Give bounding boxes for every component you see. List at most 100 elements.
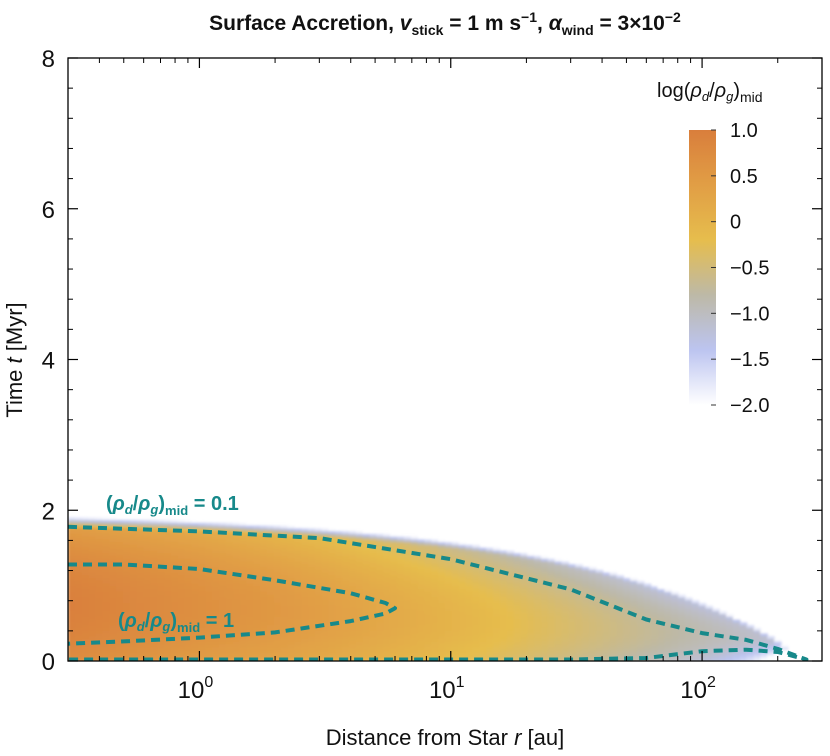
heatmap-cell (170, 578, 179, 582)
heatmap-cell (115, 580, 124, 585)
heatmap-cell (102, 567, 110, 571)
heatmap-cell (739, 625, 748, 629)
heatmap-cell (163, 605, 172, 610)
heatmap-cell (122, 597, 131, 601)
heatmap-cell (698, 616, 707, 621)
heatmap-cell (403, 586, 412, 590)
heatmap-cell (520, 616, 529, 621)
heatmap-cell (211, 649, 220, 654)
heatmap-cell (321, 533, 330, 538)
heatmap-cell (445, 652, 453, 657)
heatmap-cell (177, 544, 186, 549)
heatmap-cell (451, 561, 460, 566)
heatmap-cell (383, 641, 391, 646)
heatmap-cell (479, 647, 487, 651)
heatmap-cell (445, 591, 453, 596)
heatmap-cell (602, 605, 611, 610)
heatmap-cell (68, 517, 76, 521)
heatmap-cell (198, 647, 206, 651)
heatmap-cell (301, 630, 309, 635)
heatmap-cell (68, 572, 76, 577)
heatmap-cell (390, 547, 398, 552)
heatmap-cell (451, 544, 460, 549)
heatmap-cell (424, 586, 433, 590)
heatmap-cell (143, 605, 152, 610)
heatmap-cell (294, 550, 302, 555)
heatmap-cell (630, 630, 638, 635)
heatmap-cell (198, 649, 206, 654)
heatmap-cell (157, 580, 165, 585)
heatmap-cell (417, 611, 426, 615)
heatmap-cell (397, 647, 405, 651)
heatmap-cell (218, 564, 227, 568)
heatmap-cell (102, 531, 110, 535)
heatmap-cell (129, 569, 138, 574)
heatmap-cell (163, 567, 172, 571)
heatmap-cell (520, 564, 529, 568)
heatmap-cell (403, 555, 412, 560)
heatmap-cell (273, 591, 282, 596)
heatmap-cell (431, 647, 439, 651)
heatmap-cell (205, 572, 213, 577)
heatmap-cell (390, 611, 398, 615)
heatmap-cell (349, 575, 357, 579)
heatmap-cell (150, 533, 158, 538)
heatmap-cell (376, 636, 385, 640)
heatmap-cell (109, 520, 117, 524)
heatmap-cell (157, 525, 165, 530)
heatmap-cell (184, 594, 193, 599)
heatmap-cell (239, 561, 248, 566)
heatmap-cell (205, 522, 213, 527)
heatmap-cell (218, 555, 227, 560)
heatmap-cell (259, 555, 268, 560)
heatmap-cell (136, 611, 145, 615)
heatmap-cell (486, 614, 494, 618)
heatmap-cell (246, 591, 254, 596)
heatmap-cell (301, 636, 309, 640)
heatmap-cell (280, 649, 289, 654)
heatmap-cell (253, 572, 261, 577)
heatmap-cell (362, 567, 371, 571)
heatmap-cell (664, 633, 672, 637)
heatmap-cell (211, 531, 220, 535)
heatmap-cell (349, 594, 357, 599)
heatmap-cell (136, 583, 145, 588)
heatmap-cell (198, 652, 206, 657)
heatmap-cell (253, 539, 261, 543)
heatmap-cell (554, 605, 563, 610)
heatmap-cell (136, 619, 145, 624)
heatmap-cell (184, 580, 193, 585)
heatmap-cell (81, 572, 90, 577)
heatmap-cell (732, 638, 741, 643)
heatmap-cell (671, 600, 679, 604)
heatmap-cell (609, 583, 618, 588)
heatmap-cell (465, 633, 474, 637)
heatmap-cell (623, 636, 631, 640)
heatmap-cell (170, 583, 179, 588)
heatmap-cell (307, 622, 316, 626)
heatmap-cell (328, 583, 337, 588)
heatmap-cell (259, 605, 268, 610)
heatmap-cell (664, 630, 672, 635)
heatmap-cell (74, 602, 83, 607)
heatmap-cell (157, 542, 165, 546)
heatmap-cell (376, 658, 385, 661)
heatmap-cell (273, 569, 282, 574)
heatmap-cell (157, 636, 165, 640)
heatmap-cell (636, 616, 645, 621)
heatmap-cell (321, 622, 330, 626)
heatmap-cell (355, 531, 364, 535)
heatmap-cell (129, 622, 138, 626)
heatmap-cell (616, 616, 625, 621)
heatmap-cell (115, 636, 124, 640)
heatmap-cell (253, 583, 261, 588)
heatmap-cell (68, 555, 76, 560)
heatmap-cell (458, 542, 467, 546)
heatmap-cell (239, 547, 248, 552)
heatmap-cell (472, 575, 481, 579)
heatmap-cell (431, 550, 439, 555)
heatmap-cell (321, 578, 330, 582)
heatmap-cell (445, 553, 453, 557)
heatmap-cell (451, 627, 460, 632)
heatmap-cell (266, 636, 275, 640)
